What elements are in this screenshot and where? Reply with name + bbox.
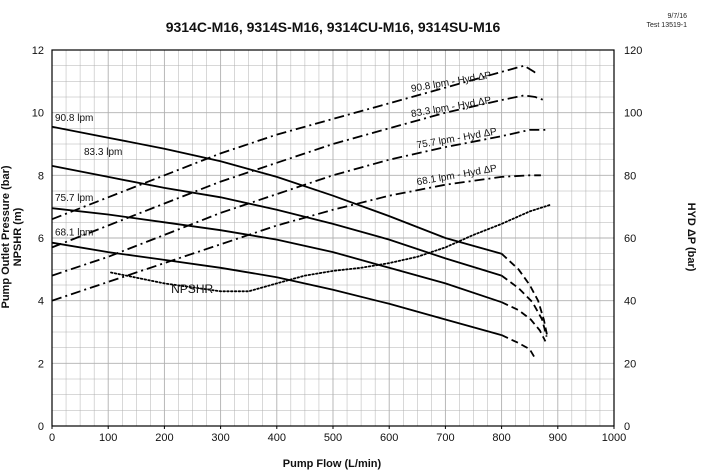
tick-labels: 0 100 200 300 400 500 600 700 800 900 100002468101…	[32, 45, 643, 444]
curve-label-1: 83.3 lpm	[84, 147, 122, 158]
series-extension-1	[501, 274, 548, 337]
gridlines	[51, 49, 615, 427]
x-tick-label: 300	[211, 432, 229, 444]
y-left-tick-label: 12	[32, 45, 44, 57]
series-line-5	[51, 94, 545, 249]
hyd-label-7: 68.1 lpm - Hyd ΔP	[416, 163, 498, 188]
y-right-tick-label: 20	[624, 358, 636, 370]
curve-label-2: 75.7 lpm	[55, 193, 93, 204]
series-line-0	[51, 125, 502, 255]
series-line-4	[51, 64, 539, 221]
x-tick-label: 0	[49, 432, 55, 444]
x-tick-label: 500	[324, 432, 342, 444]
x-tick-label: 900	[549, 432, 567, 444]
x-axis-label: Pump Flow (L/min)	[283, 458, 382, 470]
hyd-label-5: 83.3 lpm - Hyd ΔP	[410, 95, 492, 120]
x-tick-label: 700	[436, 432, 454, 444]
y-axis-label-right: HYD ΔP (bar)	[685, 203, 697, 272]
x-tick-label: 1000	[602, 432, 626, 444]
x-tick-label: 400	[268, 432, 286, 444]
x-tick-label: 600	[380, 432, 398, 444]
series-extension-2	[501, 301, 547, 342]
curve-label-3: 68.1 lpm	[55, 228, 93, 239]
series-line-7	[51, 174, 541, 302]
y-left-tick-label: 8	[38, 170, 44, 182]
x-tick-label: 800	[492, 432, 510, 444]
chart-test-id: Test 13519-1	[647, 22, 688, 29]
y-right-tick-label: 60	[624, 233, 636, 245]
hyd-label-6: 75.7 lpm - Hyd ΔP	[416, 126, 498, 151]
series-extension-3	[501, 334, 537, 360]
curve-label-0: 90.8 lpm	[55, 113, 93, 124]
y-right-tick-label: 40	[624, 296, 636, 308]
y-left-tick-label: 6	[38, 233, 44, 245]
y-right-tick-label: 80	[624, 170, 636, 182]
y-right-tick-label: 0	[624, 421, 630, 433]
chart-date: 9/7/16	[668, 13, 688, 20]
y-right-tick-label: 100	[624, 108, 642, 120]
x-tick-label: 200	[155, 432, 173, 444]
hyd-label-4: 90.8 lpm - Hyd ΔP	[410, 70, 492, 95]
series-line-2	[51, 207, 502, 304]
y-left-tick-label: 4	[38, 296, 44, 308]
y-left-tick-label: 10	[32, 108, 44, 120]
series-lines	[51, 64, 551, 360]
y-right-tick-label: 120	[624, 45, 642, 57]
series-line-1	[51, 165, 502, 277]
y-left-tick-label: 2	[38, 358, 44, 370]
y-left-tick-label: 0	[38, 421, 44, 433]
x-tick-label: 100	[99, 432, 117, 444]
y-axis-label-left-line1: Pump Outlet Pressure (bar)	[0, 165, 12, 308]
npshr-label: NPSHR	[171, 282, 213, 296]
series-line-8	[110, 204, 551, 293]
series-line-3	[51, 241, 502, 336]
series-extension-0	[500, 253, 549, 339]
y-axis-label-left-line2: NPSHR (m)	[12, 207, 24, 266]
chart-title: 9314C-M16, 9314S-M16, 9314CU-M16, 9314SU…	[166, 19, 501, 35]
series-line-6	[51, 129, 547, 277]
